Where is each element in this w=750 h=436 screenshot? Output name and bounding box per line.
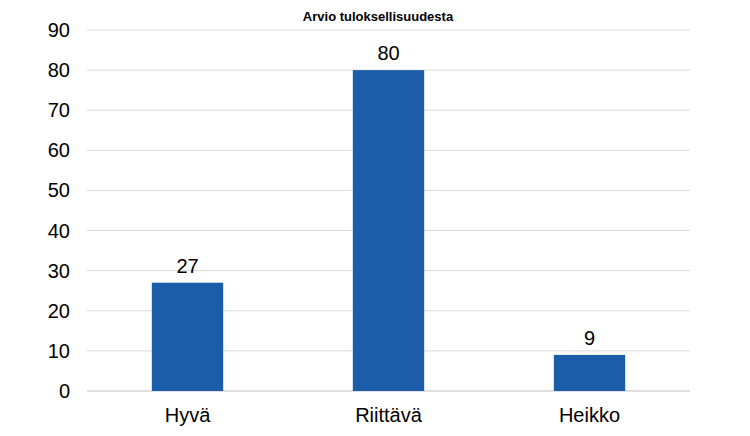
data-label: 80 [377, 42, 399, 64]
bar [554, 355, 625, 391]
x-tick-label: Heikko [559, 404, 620, 426]
data-label: 9 [584, 327, 595, 349]
title-background [299, 7, 458, 26]
title: Arvio tuloksellisuudesta [303, 9, 454, 24]
y-tick-label: 0 [59, 380, 70, 402]
y-tick-label: 70 [48, 99, 70, 121]
y-tick-label: 10 [48, 340, 70, 362]
x-tick-label: Hyvä [165, 404, 211, 426]
y-tick-label: 40 [48, 220, 70, 242]
y-tick-label: 20 [48, 300, 70, 322]
y-tick-label: 50 [48, 179, 70, 201]
y-tick-label: 80 [48, 59, 70, 81]
grid-line [87, 30, 690, 31]
bar [353, 70, 424, 391]
grid [87, 30, 690, 391]
bar [152, 283, 223, 391]
y-tick-label: 90 [48, 19, 70, 41]
y-tick-label: 30 [48, 260, 70, 282]
data-label: 27 [176, 255, 198, 277]
y-tick-label: 60 [48, 139, 70, 161]
bars [152, 70, 625, 391]
chart: 0 10 20 30 40 50 60 70 80 90 27 80 9 Hyvä Riittävä Heik… [0, 0, 750, 436]
x-tick-label: Riittävä [355, 404, 423, 426]
